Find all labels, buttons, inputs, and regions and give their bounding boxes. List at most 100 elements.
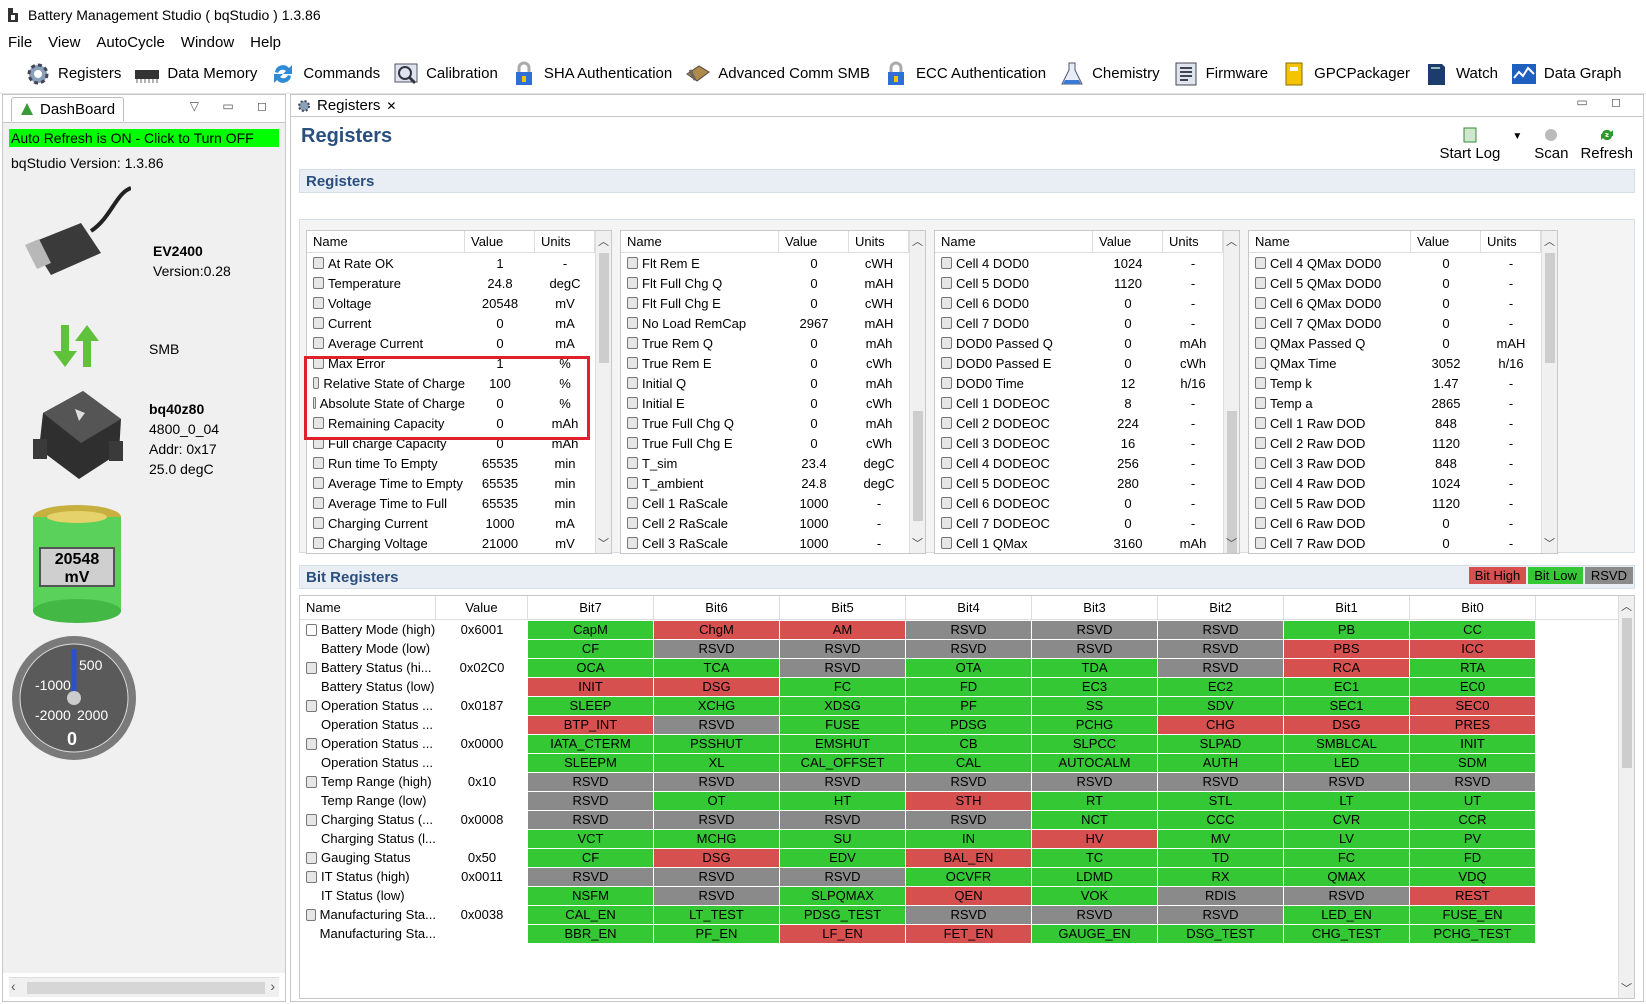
register-row[interactable]: Cell 4 QMax DOD0 0 -	[1249, 253, 1557, 273]
bit-cell[interactable]: RSVD	[780, 810, 906, 829]
bit-cell[interactable]: SLPCC	[1032, 734, 1158, 753]
scroll-down-icon[interactable]: ﹀	[1226, 538, 1237, 550]
scroll-right-icon[interactable]: ›	[270, 978, 275, 994]
toolbar-data-memory[interactable]: Data Memory	[133, 60, 257, 88]
bit-cell[interactable]: PRES	[1410, 715, 1536, 734]
auto-refresh-toggle[interactable]: Auto Refresh is ON - Click to Turn OFF	[9, 129, 279, 147]
bit-cell[interactable]: MV	[1158, 829, 1284, 848]
bit-cell[interactable]: RSVD	[780, 639, 906, 658]
register-row[interactable]: True Full Chg Q 0 mAh	[621, 413, 925, 433]
bit-cell[interactable]: LT	[1284, 791, 1410, 810]
toolbar-gpcpackager[interactable]: GPCPackager	[1280, 60, 1410, 88]
toolbar-calibration[interactable]: Calibration	[392, 60, 498, 88]
bit-cell[interactable]: RSVD	[1032, 905, 1158, 924]
bit-cell[interactable]: FET_EN	[906, 924, 1032, 943]
register-row[interactable]: QMax Passed Q 0 mAH	[1249, 333, 1557, 353]
refresh-button[interactable]: Refresh	[1580, 125, 1633, 162]
bit-cell[interactable]: PB	[1284, 620, 1410, 639]
bit-cell[interactable]: BTP_INT	[528, 715, 654, 734]
bit-cell[interactable]: RSVD	[906, 810, 1032, 829]
register-row[interactable]: Temperature 24.8 degC	[307, 273, 611, 293]
close-tab-icon[interactable]: ✕	[386, 98, 397, 113]
bit-cell[interactable]: SU	[780, 829, 906, 848]
bit-cell[interactable]: SLPAD	[1158, 734, 1284, 753]
register-row[interactable]: Cell 7 DODEOC 0 -	[935, 513, 1239, 533]
menu-window[interactable]: Window	[180, 33, 235, 51]
register-row[interactable]: Cell 6 DODEOC 0 -	[935, 493, 1239, 513]
register-row[interactable]: Cell 2 DODEOC 224 -	[935, 413, 1239, 433]
bit-cell[interactable]: CAL_EN	[528, 905, 654, 924]
register-row[interactable]: No Load RemCap 2967 mAH	[621, 313, 925, 333]
bit-cell[interactable]: RSVD	[528, 867, 654, 886]
toolbar-chemistry[interactable]: Chemistry	[1058, 60, 1160, 88]
scroll-up-icon[interactable]: ︿	[1226, 236, 1237, 248]
bit-cell[interactable]: XL	[654, 753, 780, 772]
tab-dashboard[interactable]: DashBoard	[11, 96, 125, 121]
register-row[interactable]: Run time To Empty 65535 min	[307, 453, 611, 473]
bit-cell[interactable]: CapM	[528, 620, 654, 639]
bit-cell[interactable]: CAL_OFFSET	[780, 753, 906, 772]
register-row[interactable]: Cell 1 Bal Time19818s	[1249, 553, 1557, 554]
register-table-scrollbar[interactable]: ︿ ﹀	[1223, 231, 1239, 553]
bit-cell[interactable]: PF	[906, 696, 1032, 715]
register-row[interactable]: Flt Full Chg Q 0 mAH	[621, 273, 925, 293]
bit-cell[interactable]: SDV	[1158, 696, 1284, 715]
bit-cell[interactable]: PDSG	[906, 715, 1032, 734]
register-row[interactable]: True Rem Q 0 mAh	[621, 333, 925, 353]
scroll-left-icon[interactable]: ‹	[11, 978, 16, 994]
bit-cell[interactable]: PF_EN	[654, 924, 780, 943]
bit-cell[interactable]: TD	[1158, 848, 1284, 867]
bit-cell[interactable]: RSVD	[1032, 620, 1158, 639]
bit-cell[interactable]: SEC0	[1410, 696, 1536, 715]
register-row[interactable]: T_sim 23.4 degC	[621, 453, 925, 473]
scroll-thumb[interactable]	[27, 982, 265, 994]
bit-cell[interactable]: VCT	[528, 829, 654, 848]
bit-cell[interactable]: AM	[780, 620, 906, 639]
bit-cell[interactable]: AUTH	[1158, 753, 1284, 772]
register-row[interactable]: Cell 3 RaScale 1000 -	[621, 533, 925, 553]
bit-cell[interactable]: PCHG	[1032, 715, 1158, 734]
bit-cell[interactable]: LDMD	[1032, 867, 1158, 886]
bit-cell[interactable]: CAL	[906, 753, 1032, 772]
bit-cell[interactable]: SLEEPM	[528, 753, 654, 772]
bit-cell[interactable]: CVR	[1284, 810, 1410, 829]
register-row[interactable]: Cell 2 Raw DOD 1120 -	[1249, 433, 1557, 453]
register-row[interactable]: Relative State of Charge 100%	[307, 373, 611, 393]
bit-cell[interactable]: DSG_TEST	[1158, 924, 1284, 943]
bit-register-row[interactable]: Operation Status ... 0x0000 IATA_CTERM PSSH…	[300, 734, 1634, 753]
bit-cell[interactable]: RSVD	[906, 905, 1032, 924]
register-row[interactable]: Flt Full Chg E 0 cWH	[621, 293, 925, 313]
register-row[interactable]: DOD0 Time 12 h/16	[935, 373, 1239, 393]
bit-cell[interactable]: SLEEP	[528, 696, 654, 715]
bit-register-row[interactable]: Temp Range (low) RSVD OT HT STH RT STL LT UT	[300, 791, 1634, 810]
bit-cell[interactable]: DSG	[1284, 715, 1410, 734]
bit-cell[interactable]: PCHG_TEST	[1410, 924, 1536, 943]
register-row[interactable]: Cycle Count2-	[307, 553, 611, 554]
register-row[interactable]: Cell 4 DOD0 1024 -	[935, 253, 1239, 273]
toolbar-commands[interactable]: Commands	[269, 60, 380, 88]
scroll-thumb[interactable]	[1622, 618, 1632, 768]
bit-cell[interactable]: RSVD	[654, 886, 780, 905]
toolbar-data-graph[interactable]: Data Graph	[1510, 60, 1621, 88]
bit-cell[interactable]: RSVD	[1158, 658, 1284, 677]
start-log-dropdown[interactable]: ▼	[1512, 125, 1522, 162]
bit-cell[interactable]: AUTOCALM	[1032, 753, 1158, 772]
bit-cell[interactable]: VDQ	[1410, 867, 1536, 886]
bit-cell[interactable]: PDSG_TEST	[780, 905, 906, 924]
register-row[interactable]: Cell 3 DODEOC 16 -	[935, 433, 1239, 453]
register-row[interactable]: Remaining Capacity 0 mAh	[307, 413, 611, 433]
register-row[interactable]: Average Current 0 mA	[307, 333, 611, 353]
bit-register-row[interactable]: Operation Status ... SLEEPM XL CAL_OFFSET CA…	[300, 753, 1634, 772]
register-row[interactable]: DOD0 Passed E 0 cWh	[935, 353, 1239, 373]
bit-cell[interactable]: PSSHUT	[654, 734, 780, 753]
scroll-up-icon[interactable]: ︿	[1544, 236, 1555, 248]
register-row[interactable]: Max Error 1%	[307, 353, 611, 373]
bit-cell[interactable]: CCR	[1410, 810, 1536, 829]
bit-cell[interactable]: RSVD	[654, 639, 780, 658]
bit-cell[interactable]: CF	[528, 639, 654, 658]
bit-cell[interactable]: PBS	[1284, 639, 1410, 658]
bit-cell[interactable]: RSVD	[654, 715, 780, 734]
bit-cell[interactable]: REST	[1410, 886, 1536, 905]
bit-cell[interactable]: FD	[906, 677, 1032, 696]
bit-cell[interactable]: EC0	[1410, 677, 1536, 696]
